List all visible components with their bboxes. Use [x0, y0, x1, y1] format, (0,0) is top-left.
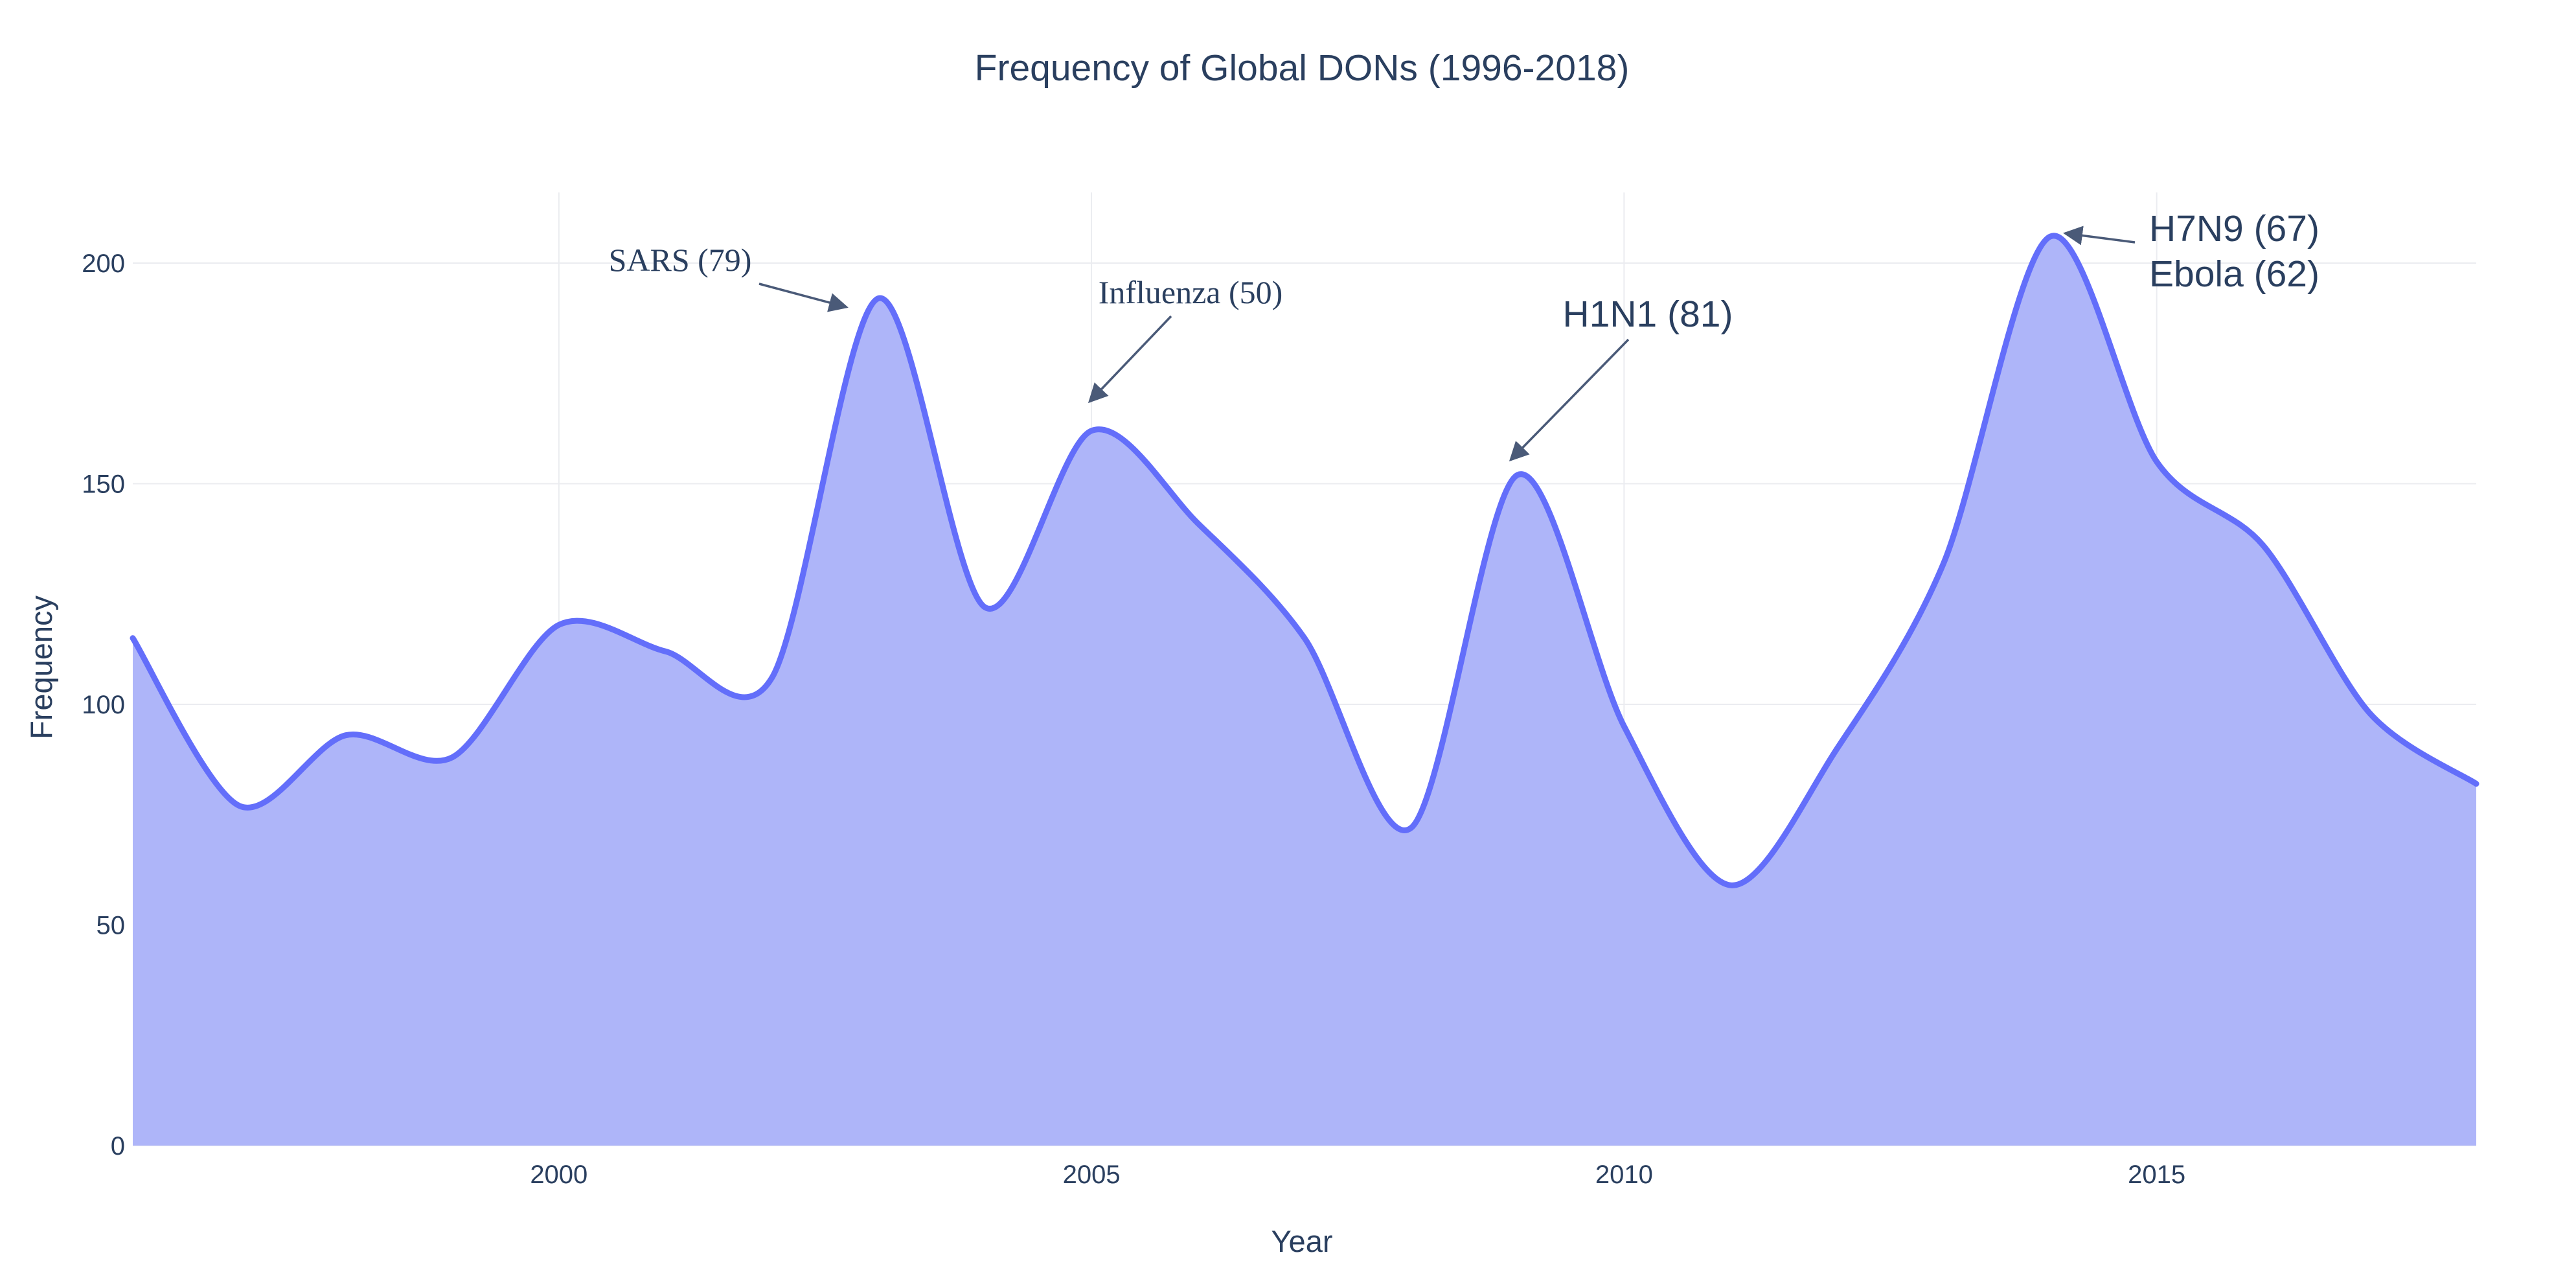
y-tick-label: 0	[111, 1132, 125, 1160]
annotation-h7n9-arrow	[2063, 225, 2136, 246]
chart-title: Frequency of Global DONs (1996-2018)	[975, 47, 1630, 89]
y-tick-label: 150	[82, 470, 125, 498]
annotation-ebola-label: Ebola (62)	[2149, 253, 2320, 295]
x-tick-label: 2010	[1595, 1160, 1653, 1189]
y-tick-label: 100	[82, 691, 125, 719]
annotation-sars-arrow	[758, 283, 849, 312]
annotation-h1n1-arrow	[1509, 338, 1630, 462]
area-layer	[130, 233, 2479, 1146]
y-tick-label: 200	[82, 249, 125, 278]
y-axis-title: Frequency	[24, 595, 58, 739]
annotation-influenza-label: Influenza (50)	[1099, 274, 1283, 310]
annotation-influenza-arrow	[1088, 315, 1172, 404]
annotation-h1n1-label: H1N1 (81)	[1563, 294, 1733, 335]
y-tick-label: 50	[97, 911, 126, 940]
tick-layer: 0 50 100 150 200 2000 2005 2010 2015	[82, 249, 2185, 1189]
area-fill	[133, 235, 2476, 1146]
x-tick-label: 2000	[530, 1160, 587, 1189]
x-tick-label: 2015	[2128, 1160, 2185, 1189]
x-tick-label: 2005	[1063, 1160, 1121, 1189]
annotation-layer: SARS (79) Influenza (50) H1N1 (81) H7N9 (67…	[609, 208, 2320, 462]
series-line	[130, 233, 2479, 888]
annotation-h7n9-label: H7N9 (67)	[2149, 208, 2320, 249]
x-axis-title: Year	[1271, 1224, 1333, 1258]
annotation-sars-label: SARS (79)	[609, 242, 752, 278]
